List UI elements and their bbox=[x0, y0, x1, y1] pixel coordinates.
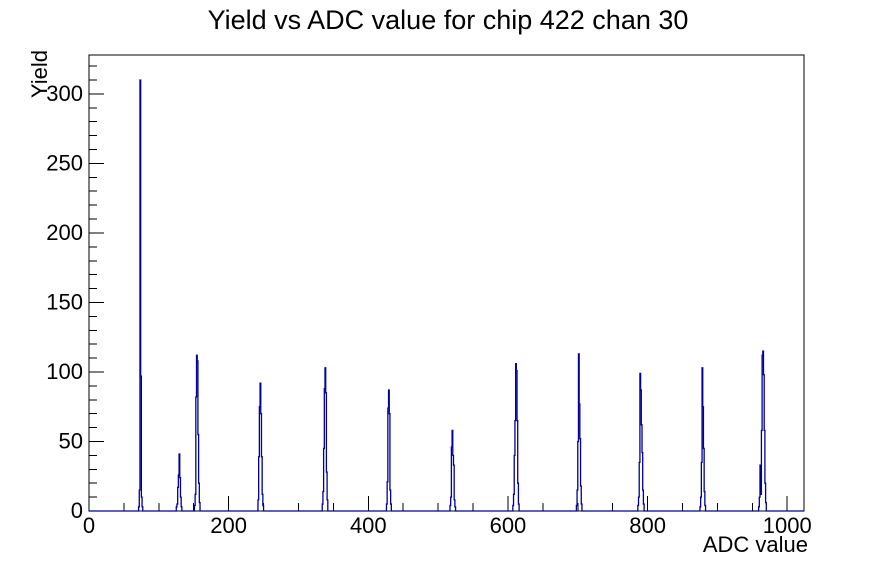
y-tick-label: 200 bbox=[46, 220, 83, 245]
y-tick-label: 300 bbox=[46, 81, 83, 106]
histogram-line bbox=[89, 79, 804, 512]
y-tick-label: 50 bbox=[59, 428, 83, 453]
y-tick-label: 100 bbox=[46, 359, 83, 384]
x-tick-label: 400 bbox=[350, 513, 387, 538]
x-tick-label: 0 bbox=[83, 513, 95, 538]
x-tick-label: 800 bbox=[629, 513, 666, 538]
x-tick-label: 200 bbox=[210, 513, 247, 538]
x-tick-label: 600 bbox=[490, 513, 527, 538]
y-axis-title: Yield bbox=[27, 50, 52, 99]
chart-title: Yield vs ADC value for chip 422 chan 30 bbox=[207, 5, 689, 35]
y-tick-label: 0 bbox=[71, 498, 83, 523]
y-tick-label: 250 bbox=[46, 150, 83, 175]
x-axis-title: ADC value bbox=[702, 532, 808, 557]
x-tick-label: 1000 bbox=[763, 513, 812, 538]
y-tick-label: 150 bbox=[46, 289, 83, 314]
